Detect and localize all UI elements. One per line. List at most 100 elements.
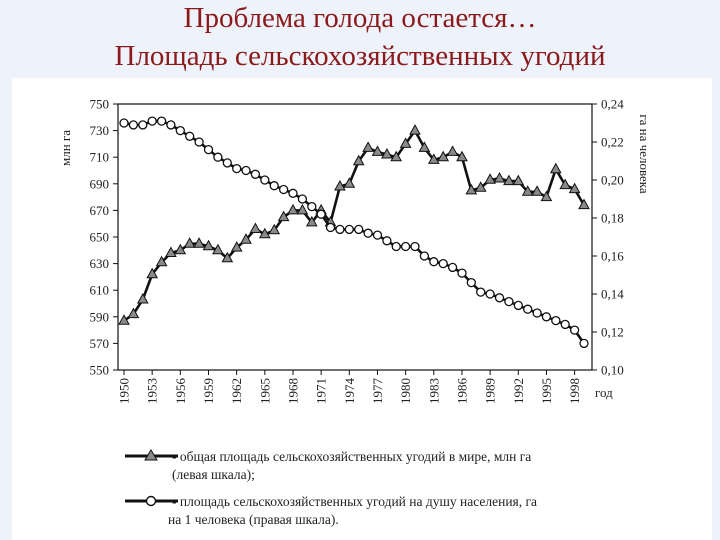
point-per-capita [532,308,542,318]
chart-svg: млн га га на человека год 750 730 710 690 67… [58,97,652,528]
line-per-capita [123,119,586,345]
point-per-capita [194,137,204,147]
point-total-area [521,185,534,196]
x-tick-label: 1965 [257,378,272,404]
plot-frame [117,103,593,371]
point-per-capita [260,175,270,185]
chart-axes [113,103,597,375]
point-per-capita [541,312,552,322]
point-per-capita [523,304,533,314]
point-total-area [503,174,515,186]
point-per-capita [119,118,129,128]
point-per-capita [391,241,401,252]
point-per-capita [250,169,261,179]
point-total-area [268,223,281,235]
point-per-capita [551,315,561,326]
x-tick-label: 1974 [342,378,357,405]
point-total-area [390,150,403,162]
point-total-area [174,243,187,255]
point-total-area [136,292,149,304]
y-left-tick-label: 670 [90,203,110,218]
y-right-tick-label: 0,20 [601,173,624,188]
line-total-area [123,129,586,322]
point-total-area [127,307,140,319]
legend-percapita-text-1: - площадь сельскохозяйственных угодий на… [172,494,537,509]
point-total-area [540,190,553,202]
point-per-capita [513,300,523,311]
point-per-capita [278,184,289,195]
series-per-capita [119,116,589,349]
point-per-capita [156,116,167,126]
point-per-capita [569,325,580,335]
x-tick-label: 1986 [454,378,469,405]
y-left-tick-label: 710 [90,150,110,165]
point-per-capita [485,289,495,299]
point-total-area [474,181,487,192]
y-right-tick-label: 0,24 [601,97,624,112]
point-total-area [343,177,356,188]
point-per-capita [175,125,185,136]
y-left-tick-label: 610 [90,283,110,298]
y-left-tick-label: 550 [90,363,110,378]
x-tick-label: 1956 [173,378,188,405]
point-per-capita [307,201,317,212]
legend-area-text-1: - общая площадь сельскохозяйственных уго… [172,449,531,464]
y-right-tick-label: 0,12 [601,325,624,340]
point-total-area [183,237,196,248]
legend-area-text-2: (левая шкала); [172,467,255,482]
point-total-area [559,178,572,190]
x-tick-label: 1983 [426,378,441,404]
y-left-tick-label: 730 [90,123,110,138]
point-total-area [146,267,159,279]
point-per-capita [457,268,467,278]
chart-legend: - общая площадь сельскохозяйственных уго… [125,449,537,527]
x-tick-label: 1962 [229,378,244,404]
point-total-area [296,203,309,215]
y-left-tick-label: 750 [90,97,110,112]
point-total-area [427,153,440,164]
chart-series [118,116,590,349]
point-per-capita [438,258,448,269]
point-per-capita [203,144,214,155]
point-per-capita [316,209,326,219]
point-per-capita [372,230,383,240]
point-per-capita [128,120,139,130]
point-total-area [277,210,290,222]
point-total-area [118,314,130,325]
point-per-capita [147,116,157,126]
point-per-capita [166,120,176,130]
point-per-capita [494,293,505,303]
x-tick-label: 1968 [285,378,300,404]
point-total-area [287,203,299,215]
point-total-area [446,145,459,156]
point-per-capita [185,131,195,141]
point-per-capita [241,165,251,176]
point-total-area [362,141,374,152]
point-per-capita [138,120,148,130]
y-right-tick-label: 0,14 [601,287,624,302]
x-tick-label: 1950 [117,378,132,404]
point-total-area [399,137,412,148]
point-per-capita [466,277,476,288]
point-per-capita [325,222,336,233]
point-total-area [155,255,168,267]
y-right-tick-label: 0,18 [601,211,624,226]
point-total-area [456,150,468,162]
x-axis-title: год [595,385,613,400]
point-per-capita [213,152,223,162]
point-total-area [249,222,262,233]
y-left-tick-label: 590 [90,309,110,324]
point-per-capita [363,228,373,238]
y-left-tick-label: 690 [90,176,110,191]
chart-panel: млн га га на человека год 750 730 710 690 67… [12,78,712,540]
point-per-capita [410,241,420,252]
point-total-area [240,233,252,244]
point-total-area [484,173,496,184]
x-tick-label: 1959 [201,378,216,404]
y-axis-right-title: га на человека [637,114,652,194]
point-total-area [418,141,431,152]
point-total-area [493,171,506,183]
point-per-capita [447,262,458,273]
y-right-tick-label: 0,22 [601,135,624,150]
point-per-capita [344,224,354,235]
